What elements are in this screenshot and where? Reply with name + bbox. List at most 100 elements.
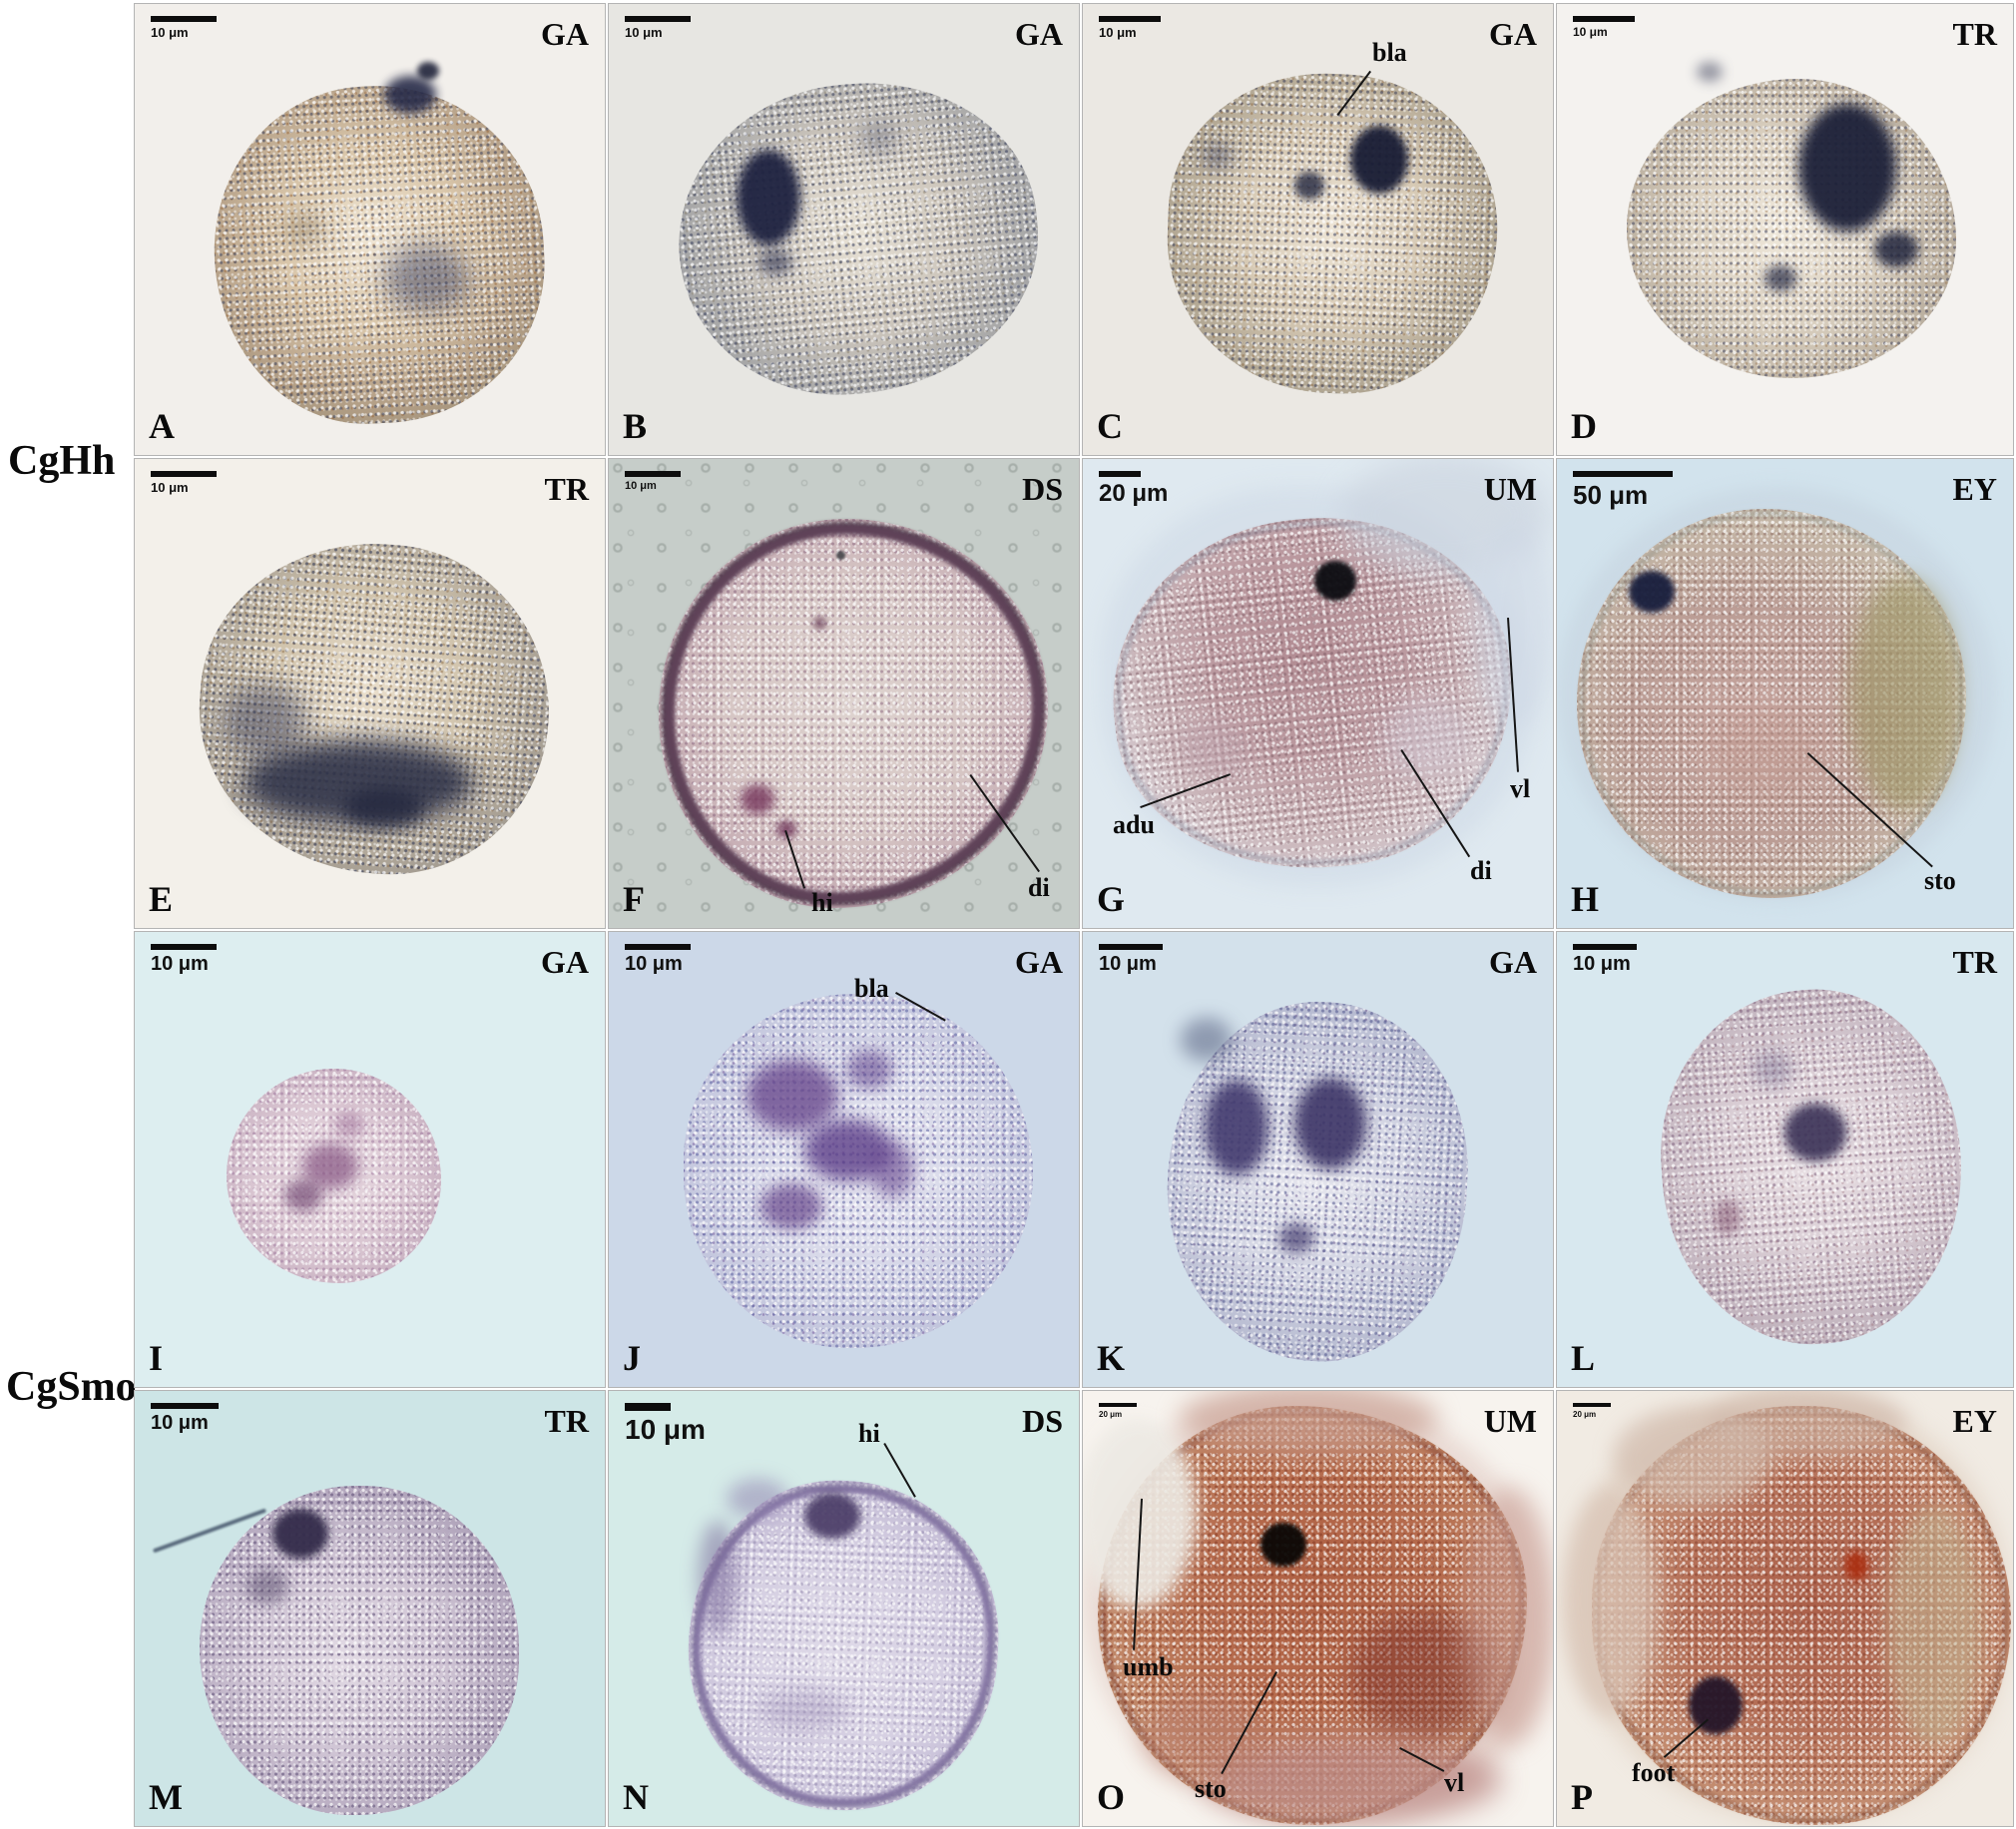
panel-letter: H	[1571, 879, 1600, 919]
row-group-label-cgsmo: CgSmo	[6, 1364, 137, 1410]
stain-spot	[272, 1509, 328, 1559]
scale-bar: 10 μm	[1573, 16, 1635, 39]
stain-spot	[1707, 1391, 1906, 1457]
micrograph-panel-D: 10 μm TR D	[1557, 4, 2013, 455]
panel-letter: F	[623, 879, 645, 919]
scale-bar-line	[151, 944, 217, 950]
scale-bar-line	[625, 471, 681, 477]
stage-label-ga: GA	[541, 944, 589, 980]
stain-spot	[1697, 62, 1723, 82]
stain-spot	[1764, 265, 1796, 291]
annotation-label-foot: foot	[1632, 1758, 1676, 1787]
scale-bar-line	[1099, 1403, 1137, 1407]
stain-spot	[1143, 1690, 1262, 1780]
embryo-body	[206, 77, 553, 432]
stain-spot	[1798, 104, 1896, 231]
annotation-label-hi: hi	[858, 1419, 880, 1448]
micrograph-panel-C: 10 μm GA C bla	[1083, 4, 1553, 455]
scale-bar-line	[625, 1403, 671, 1411]
stage-label-ga: GA	[1015, 16, 1063, 52]
stain-spot	[1464, 1487, 1553, 1746]
stain-spot	[1260, 1523, 1306, 1567]
scale-bar-line	[625, 944, 691, 950]
stain-spot	[836, 551, 845, 560]
annotation-label-adu: adu	[1113, 810, 1155, 839]
annotation-label-vl: vl	[1510, 774, 1531, 803]
stain-spot	[741, 784, 774, 814]
scale-bar-label: 10 μm	[625, 1414, 706, 1445]
scale-bar-label: 10 μm	[151, 480, 189, 495]
scale-bar-line	[1099, 471, 1141, 477]
stain-spot	[870, 1142, 914, 1197]
annotation-label-bla: bla	[1372, 38, 1407, 67]
panel-letter: O	[1097, 1777, 1126, 1817]
embryo-body	[1649, 979, 1974, 1355]
stage-label-ey: EY	[1952, 1403, 1997, 1439]
scale-bar-line	[1573, 1403, 1611, 1407]
scale-bar-line	[1099, 16, 1161, 22]
scale-bar: 10 μm	[151, 944, 217, 976]
annotation-label-di: di	[1028, 873, 1050, 902]
stain-spot	[344, 788, 424, 828]
stage-label-tr: TR	[1952, 16, 1997, 52]
annotation-label-umb: umb	[1123, 1652, 1174, 1681]
scale-bar: 50 μm	[1573, 471, 1673, 511]
micrograph-panel-L: 10 μm TR L	[1557, 932, 2013, 1387]
scale-bar: 20 μm	[1099, 471, 1168, 508]
stain-spot	[858, 124, 898, 154]
panel-letter: C	[1097, 406, 1123, 446]
row-group-label-cghh: CgHh	[8, 438, 116, 484]
stain-spot	[334, 1112, 364, 1138]
scale-bar-label: 10 μm	[1573, 25, 1608, 39]
stain-spot	[1203, 144, 1233, 169]
micrograph-panel-M: 10 μm TR M	[135, 1391, 605, 1826]
scale-bar: 20 μm	[1573, 1403, 1611, 1419]
stain-spot	[1563, 1487, 1659, 1716]
stain-spot	[247, 1569, 288, 1604]
stain-spot	[1689, 1676, 1743, 1734]
stain-spot	[737, 150, 800, 245]
speckle-texture	[1162, 68, 1503, 399]
stain-spot	[1314, 561, 1356, 601]
speckle-texture	[200, 1486, 519, 1815]
scale-bar-line	[1573, 944, 1637, 950]
scale-bar-label: 10 μm	[151, 953, 209, 975]
stain-spot	[223, 685, 306, 756]
scale-bar-line	[625, 16, 691, 22]
scale-bar-label: 20 μm	[1573, 1410, 1597, 1419]
scale-bar: 10 μm	[625, 16, 691, 40]
stain-spot	[1181, 1018, 1233, 1062]
stain-spot	[1886, 1507, 1982, 1746]
scale-bar-label: 50 μm	[1573, 480, 1649, 510]
stain-spot	[284, 1179, 322, 1211]
panel-letter: N	[623, 1777, 649, 1817]
embryo-body	[659, 519, 1048, 908]
stain-spot	[1784, 1104, 1846, 1161]
stain-spot	[760, 1183, 822, 1229]
micrograph-panel-B: 10 μm GA B	[609, 4, 1079, 455]
micrograph-panel-O: 20 μm UM O umb sto vl	[1083, 1391, 1553, 1826]
scale-bar: 10 μm	[151, 1403, 219, 1435]
embryo-body	[200, 1486, 519, 1815]
panel-letter: P	[1571, 1777, 1593, 1817]
scale-bar-line	[151, 471, 217, 477]
stain-spot	[813, 617, 826, 630]
panel-letter: L	[1571, 1338, 1596, 1378]
scale-bar-label: 10 μm	[1099, 953, 1157, 975]
embryo-body	[1162, 68, 1503, 399]
scale-bar-label: 10 μm	[1573, 953, 1631, 975]
annotation-label-hi: hi	[811, 888, 833, 917]
panel-letter: K	[1097, 1338, 1126, 1378]
stain-spot	[846, 1050, 892, 1090]
embryo-body	[666, 68, 1051, 409]
stain-spot	[776, 820, 796, 838]
micrograph-panel-P: 20 μm EY P foot	[1557, 1391, 2013, 1826]
annotation-label-di: di	[1470, 856, 1492, 885]
micrograph-panel-E: 10 μm TR E	[135, 459, 605, 928]
embryo-body	[1627, 79, 1956, 378]
stain-spot	[1350, 126, 1408, 194]
stage-label-um: UM	[1483, 1403, 1537, 1439]
stage-label-um: UM	[1483, 471, 1537, 507]
stage-label-ga: GA	[541, 16, 589, 52]
micrograph-panel-I: 10 μm GA I	[135, 932, 605, 1387]
